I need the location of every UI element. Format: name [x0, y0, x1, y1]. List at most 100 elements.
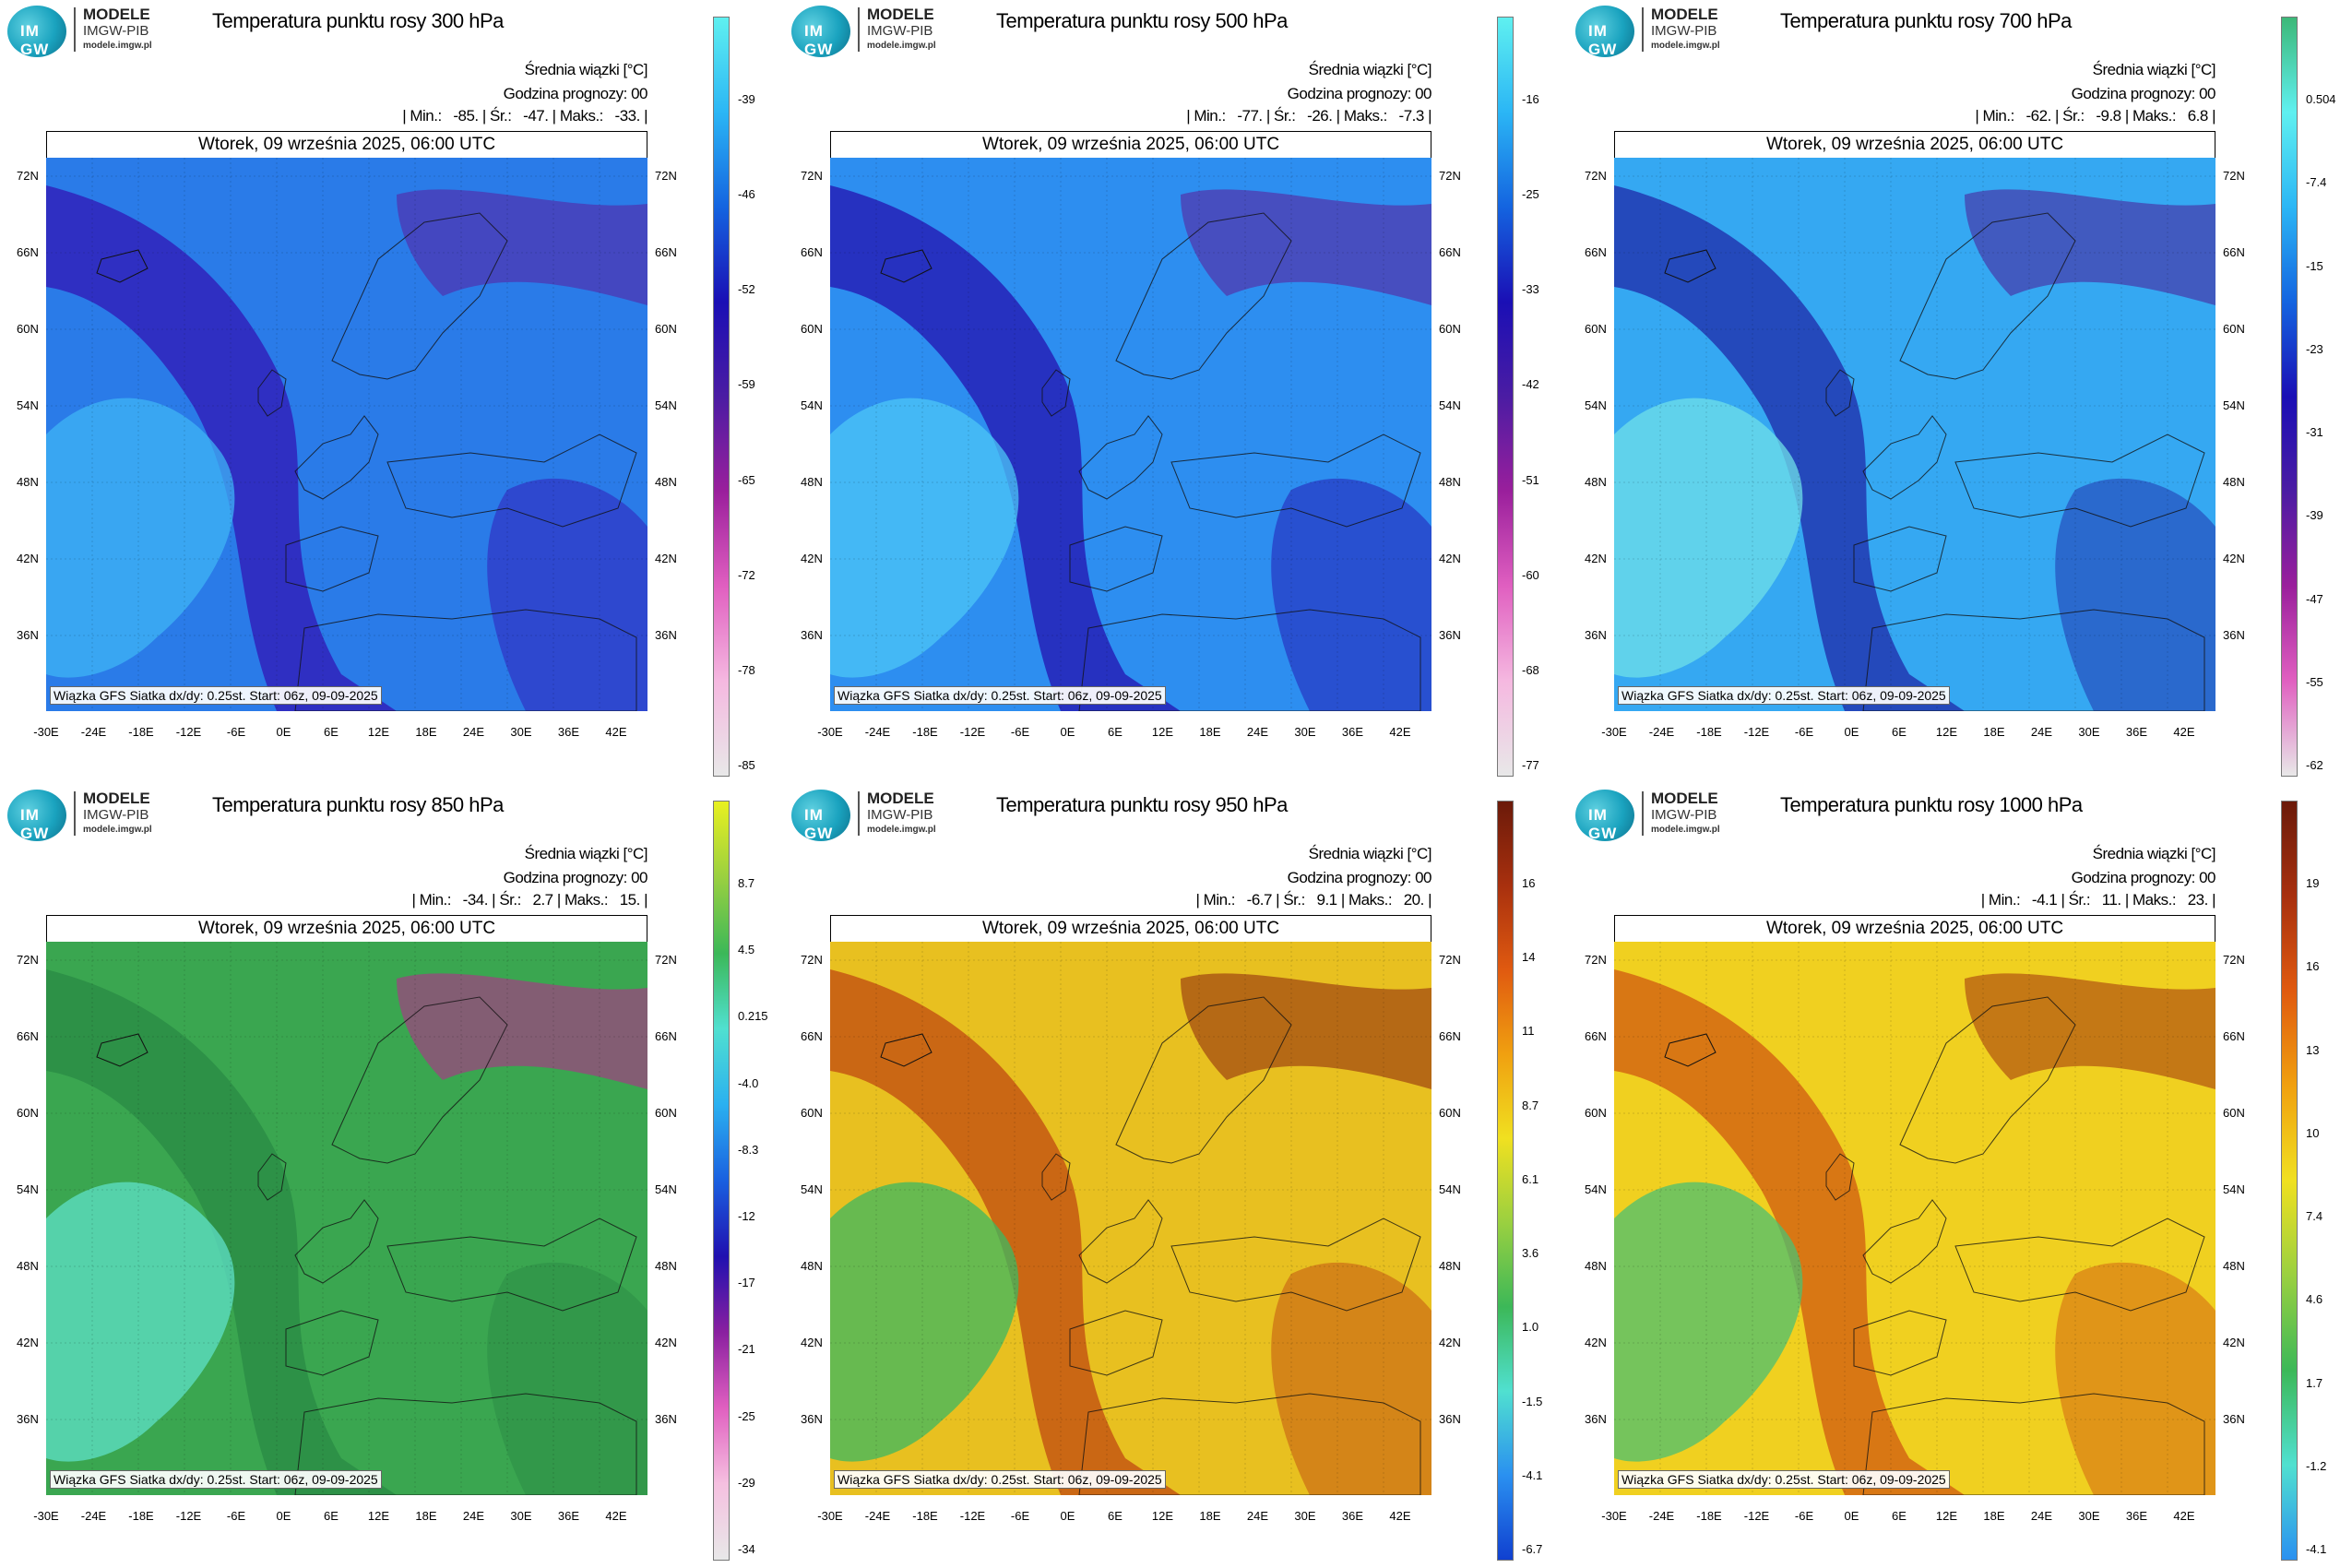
imgw-logo-icon: IM GW — [1575, 790, 1634, 842]
colorbar-label: -15 — [2306, 258, 2323, 273]
map-field-band — [1614, 969, 1965, 1495]
coastline — [1170, 1218, 1421, 1312]
map-footer: Wiązka GFS Siatka dx/dy: 0.25st. Start: … — [50, 1470, 382, 1489]
lat-label-left: 48N — [17, 1259, 39, 1273]
lat-label-right: 48N — [1439, 475, 1461, 489]
lon-label: 30E — [510, 1509, 532, 1523]
lon-label: -6E — [226, 725, 246, 739]
colorbar — [713, 17, 730, 777]
lat-label-right: 42N — [655, 552, 677, 565]
colorbar-label: -55 — [2306, 674, 2323, 689]
lat-label-left: 72N — [801, 953, 823, 967]
lat-label-right: 60N — [1439, 1106, 1461, 1120]
map-field-southeast — [487, 478, 647, 711]
coastline — [1078, 1393, 1421, 1495]
panel-title: Temperatura punktu rosy 500 hPa — [996, 9, 1288, 32]
logo-text: IM GW — [1588, 806, 1618, 842]
colorbar-label: -34 — [738, 1542, 755, 1556]
colorbar-label: -59 — [738, 377, 755, 392]
lat-label-left: 54N — [1585, 398, 1607, 412]
colorbar-label: -7.4 — [2306, 175, 2327, 190]
lon-label: 24E — [1246, 725, 1269, 739]
lat-label-left: 42N — [801, 552, 823, 565]
coastline — [1862, 1393, 2205, 1495]
coastline — [1069, 1310, 1163, 1376]
imgw-logo-icon: IM GW — [1575, 6, 1634, 58]
coastline — [331, 996, 508, 1164]
map-footer: Wiązka GFS Siatka dx/dy: 0.25st. Start: … — [50, 686, 382, 705]
lon-label: -12E — [1743, 725, 1770, 739]
lon-label: 24E — [462, 725, 485, 739]
coastline — [294, 1199, 379, 1284]
coastline — [257, 1153, 287, 1201]
lat-label-left: 60N — [1585, 322, 1607, 336]
imgw-logo-icon: IM GW — [7, 6, 66, 58]
colorbar-label: 8.7 — [1522, 1098, 1539, 1112]
colorbar-label: -25 — [738, 1408, 755, 1423]
map-field-band — [830, 969, 1181, 1495]
lat-label-right: 66N — [1439, 245, 1461, 259]
lon-label: 0E — [1844, 1509, 1859, 1523]
logo-text: IM GW — [804, 22, 834, 58]
lat-label-left: 66N — [801, 1029, 823, 1043]
colorbar-label: 8.7 — [738, 876, 755, 890]
lon-label: -18E — [128, 1509, 154, 1523]
forecast-hour: Godzina prognozy: 00 — [1287, 869, 1432, 886]
logo-divider — [1642, 791, 1644, 836]
lon-label: 6E — [324, 1509, 339, 1523]
colorbar-label: -1.5 — [1522, 1394, 1543, 1408]
lon-label: -18E — [912, 725, 938, 739]
imgw-logo-icon: IM GW — [791, 790, 850, 842]
colorbar-label: -52 — [738, 282, 755, 297]
map-field-southeast — [1271, 478, 1431, 711]
lat-label-left: 72N — [17, 953, 39, 967]
lon-label: 18E — [1983, 1509, 2005, 1523]
lat-label-right: 72N — [655, 169, 677, 183]
brand-name: MODELE — [867, 6, 934, 23]
coastline — [294, 1393, 637, 1495]
lat-label-left: 54N — [801, 398, 823, 412]
brand-url: modele.imgw.pl — [83, 41, 152, 51]
lon-label: 30E — [1294, 725, 1316, 739]
lon-label: 18E — [415, 1509, 437, 1523]
colorbar-label: 4.5 — [738, 943, 755, 957]
lon-label: 0E — [276, 1509, 291, 1523]
colorbar-label: -39 — [2306, 508, 2323, 523]
lat-label-right: 36N — [2223, 628, 2245, 642]
lon-label: 0E — [1844, 725, 1859, 739]
map-field-southeast — [487, 1262, 647, 1495]
colorbar-label: 1.0 — [1522, 1320, 1539, 1335]
lon-label: 36E — [557, 1509, 580, 1523]
lat-label-right: 42N — [655, 1336, 677, 1349]
colorbar-label: -78 — [738, 662, 755, 677]
map-field-blob — [830, 1182, 1019, 1462]
map-footer: Wiązka GFS Siatka dx/dy: 0.25st. Start: … — [1618, 1470, 1950, 1489]
forecast-hour: Godzina prognozy: 00 — [503, 869, 648, 886]
lon-label: 18E — [415, 725, 437, 739]
colorbar — [2281, 801, 2298, 1561]
lat-label-right: 54N — [2223, 1182, 2245, 1196]
lon-label: 30E — [1294, 1509, 1316, 1523]
lat-label-left: 60N — [17, 1106, 39, 1120]
lon-label: 0E — [1060, 1509, 1075, 1523]
map-field-band — [1614, 185, 1965, 711]
colorbar-label: -21 — [738, 1342, 755, 1357]
lon-label: 36E — [2125, 1509, 2148, 1523]
colorbar-label: -60 — [1522, 567, 1539, 582]
colorbar-label: -4.1 — [2306, 1542, 2327, 1556]
brand-org: IMGW-PIB — [83, 23, 149, 39]
lon-label: -12E — [175, 725, 202, 739]
lon-label: 6E — [1108, 725, 1123, 739]
lon-label: 12E — [1935, 725, 1958, 739]
lon-label: -30E — [1601, 725, 1627, 739]
forecast-hour: Godzina prognozy: 00 — [2071, 85, 2216, 102]
lat-label-right: 42N — [1439, 1336, 1461, 1349]
lon-label: -24E — [80, 1509, 107, 1523]
lat-label-left: 54N — [17, 398, 39, 412]
lat-label-right: 54N — [2223, 398, 2245, 412]
coastline — [294, 609, 637, 711]
lat-label-right: 66N — [1439, 1029, 1461, 1043]
colorbar-label: -4.1 — [1522, 1467, 1543, 1482]
lat-label-right: 48N — [2223, 475, 2245, 489]
lat-label-left: 48N — [1585, 475, 1607, 489]
